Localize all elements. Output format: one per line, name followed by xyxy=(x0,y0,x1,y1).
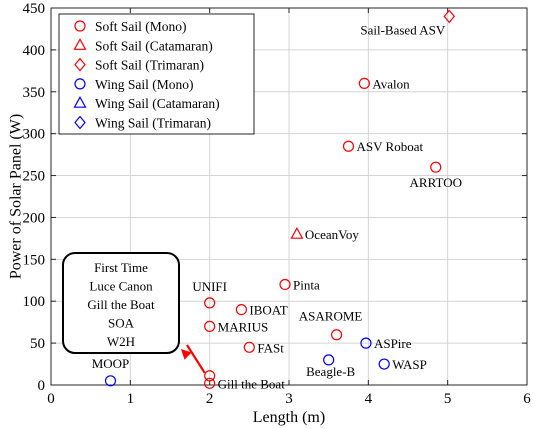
data-point xyxy=(204,370,216,382)
x-tick-label: 5 xyxy=(444,391,452,407)
legend-entry: Soft Sail (Trimaran) xyxy=(95,58,204,73)
data-point xyxy=(204,297,216,309)
annotation-arrow xyxy=(186,344,206,374)
annotation-line: Gill the Boat xyxy=(87,297,155,312)
legend-marker xyxy=(74,78,86,90)
point-label: WASP xyxy=(392,357,427,372)
annotation: First Time Luce Canon Gill the Boat SOA W2H xyxy=(62,252,206,374)
y-tick-label: 0 xyxy=(38,378,46,394)
data-point xyxy=(204,377,216,389)
annotation-arrowhead xyxy=(181,349,192,360)
data-point xyxy=(430,161,442,173)
annotation-line: W2H xyxy=(107,334,135,349)
y-tick-label: 250 xyxy=(23,169,46,185)
data-point xyxy=(243,341,255,353)
point-label: MOOP xyxy=(92,356,130,371)
y-tick-label: 450 xyxy=(23,1,46,17)
x-tick-label: 3 xyxy=(285,391,293,407)
x-axis-title: Length (m) xyxy=(253,409,325,426)
data-point xyxy=(360,337,372,349)
point-label: IBOAT xyxy=(249,303,287,318)
x-tick-label: 6 xyxy=(523,391,531,407)
legend-marker xyxy=(73,95,87,108)
legend-marker xyxy=(74,20,86,32)
legend-entry: Soft Sail (Mono) xyxy=(95,19,187,34)
point-labels: Avalon ASV Roboat ARRTOO Pinta UNIFI IBOATMAR… xyxy=(92,22,462,391)
point-label: ASAROME xyxy=(299,309,363,324)
legend-marker xyxy=(74,57,86,72)
data-point xyxy=(104,375,117,387)
legend-entry: Wing Sail (Mono) xyxy=(95,77,193,92)
data-point xyxy=(378,358,390,370)
point-label: Pinta xyxy=(293,277,320,292)
legend-marker xyxy=(73,38,87,50)
annotation-box xyxy=(62,252,180,354)
x-tick-label: 4 xyxy=(365,391,373,407)
x-tick-label: 1 xyxy=(127,391,135,407)
y-axis-title: Power of Solar Panel (W) xyxy=(8,114,25,279)
legend-entry: Wing Sail (Catamaran) xyxy=(95,96,220,111)
point-label: FASt xyxy=(257,340,284,355)
point-label: OceanVoy xyxy=(305,227,359,242)
point-label: MARIUS xyxy=(218,319,269,334)
data-point xyxy=(235,304,247,316)
y-tick-label: 100 xyxy=(23,294,46,310)
data-point xyxy=(279,278,291,291)
legend-marker xyxy=(74,115,86,130)
data-point xyxy=(204,320,216,332)
axes: 0 1 2 3 4 5 6 0 50 100 150 200 250 300 350 400 450 Length… xyxy=(8,1,532,426)
point-label: ASV Roboat xyxy=(357,139,424,154)
annotation-line: SOA xyxy=(108,316,135,331)
annotation-line: First Time xyxy=(94,260,148,275)
legend: Soft Sail (Mono) Soft Sail (Catamaran) Sof… xyxy=(58,13,255,135)
y-tick-label: 400 xyxy=(23,43,46,59)
data-point xyxy=(443,9,456,24)
y-tick-label: 50 xyxy=(30,336,45,352)
y-tick-label: 200 xyxy=(23,210,46,226)
data-point xyxy=(323,354,335,366)
point-label: Gill the Boat xyxy=(218,376,286,391)
data-point xyxy=(342,140,355,152)
legend-entry: Soft Sail (Catamaran) xyxy=(95,38,213,53)
data-point xyxy=(358,77,370,90)
point-label: Avalon xyxy=(372,76,410,91)
data-point xyxy=(331,329,343,341)
point-label: Sail-Based ASV xyxy=(360,22,445,37)
legend-box xyxy=(58,13,255,135)
y-tick-label: 300 xyxy=(23,127,46,143)
point-label: ARRTOO xyxy=(410,175,462,190)
point-label: ASPire xyxy=(374,336,412,351)
point-label: Beagle-B xyxy=(306,364,355,379)
point-label: UNIFI xyxy=(192,279,227,294)
y-tick-label: 350 xyxy=(23,85,46,101)
legend-entry: Wing Sail (Trimaran) xyxy=(95,116,211,131)
x-tick-label: 0 xyxy=(47,391,55,407)
y-tick-label: 150 xyxy=(23,252,46,268)
annotation-line: Luce Canon xyxy=(89,279,153,294)
x-tick-label: 2 xyxy=(206,391,214,407)
data-points xyxy=(104,9,456,389)
data-point xyxy=(290,226,304,239)
